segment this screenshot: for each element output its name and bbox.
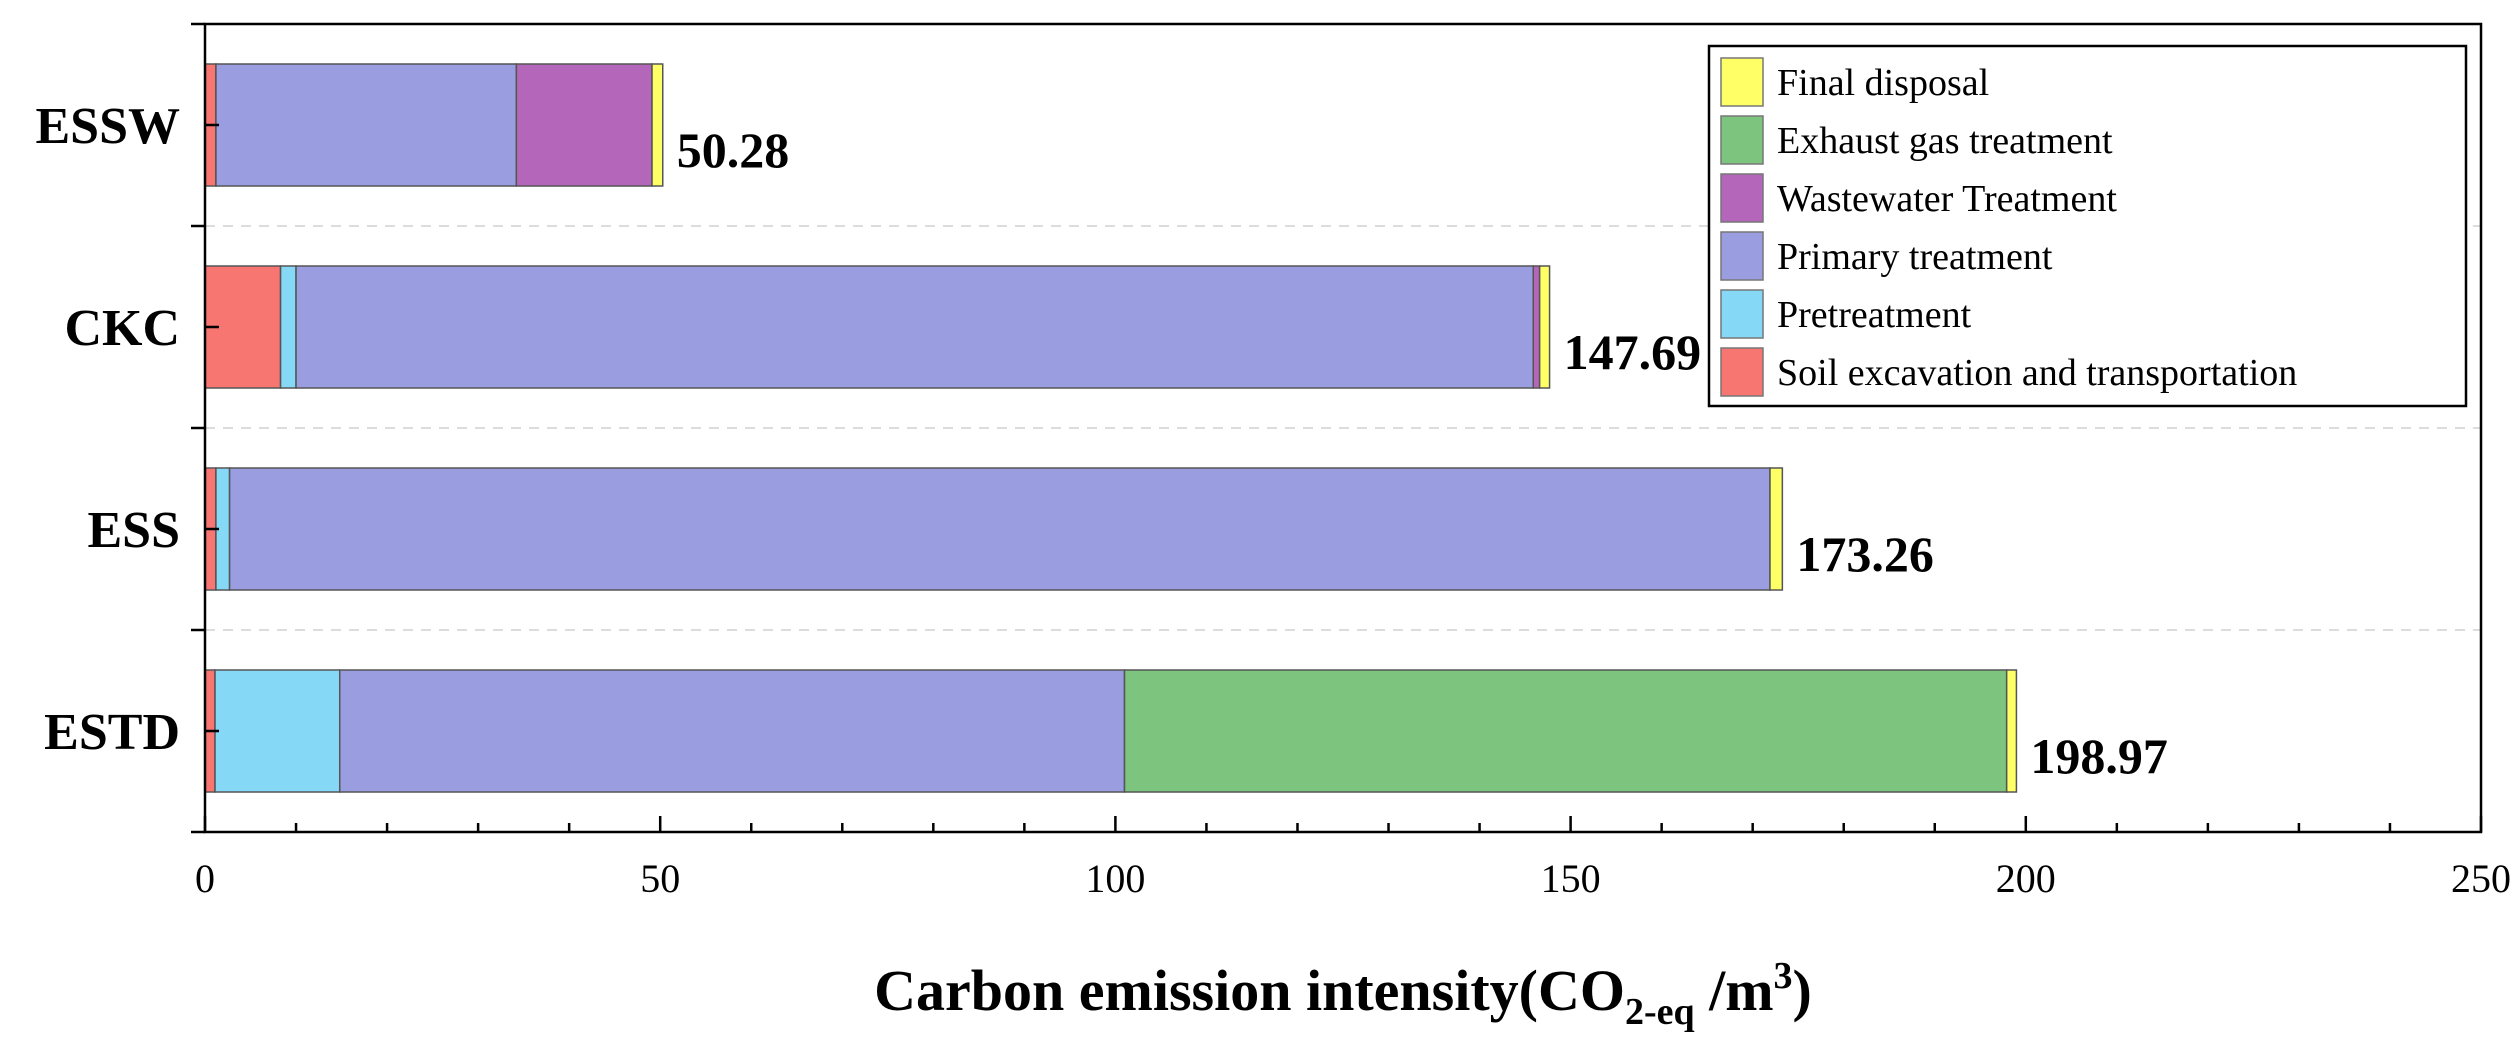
legend-label: Wastewater Treatment [1777,178,2117,220]
x-tick-label: 150 [1541,856,1601,901]
x-tick-label: 250 [2451,856,2511,901]
total-label: 198.97 [2030,728,2168,784]
y-axis: ESTD ESS CKC ESSW [35,22,219,834]
bar-segment [1123,669,2008,793]
total-label: 173.26 [1796,526,1934,582]
bar-segment [1532,265,1541,389]
bar-segment [651,63,664,187]
bar-segment [295,265,1535,389]
legend-label: Exhaust gas treatment [1777,120,2113,162]
bar-segment [515,63,653,187]
bar-segment [215,63,518,187]
total-label: 50.28 [677,122,790,178]
legend-swatch [1720,347,1764,397]
category-label: CKC [64,300,180,357]
total-label: 147.69 [1564,324,1702,380]
x-axis-title: Carbon emission intensity(CO2-eq /m3) [874,955,1812,1033]
x-tick-label: 0 [195,856,215,901]
legend: Final disposal Exhaust gas treatment Waste… [1707,44,2468,408]
legend-box [1707,44,2468,408]
legend-swatch [1720,57,1764,107]
x-tick-label: 50 [640,856,680,901]
legend-swatch [1720,173,1764,223]
bar-segment [228,467,1771,591]
legend-swatch [1720,115,1764,165]
bar-segment [1538,265,1551,389]
legend-swatch [1720,289,1764,339]
bar-segment [2005,669,2018,793]
category-label: ESTD [44,704,180,761]
bar-segment [1769,467,1784,591]
total-labels: 198.97 173.26 147.69 50.28 [677,122,2168,784]
x-tick-label: 100 [1085,856,1145,901]
bar-segment [279,265,297,389]
legend-label: Pretreatment [1777,294,1972,336]
bar-segment [338,669,1126,793]
legend-swatch [1720,231,1764,281]
legend-label: Soil excavation and transportation [1777,352,2297,394]
bar-segments [204,63,2018,793]
category-label: ESS [87,502,180,559]
legend-label: Primary treatment [1777,236,2053,278]
x-axis: 0 50 100 150 200 250 [195,816,2511,901]
legend-label: Final disposal [1777,62,1989,104]
x-tick-label: 200 [1996,856,2056,901]
category-label: ESSW [35,98,180,155]
bar-segment [214,669,341,793]
